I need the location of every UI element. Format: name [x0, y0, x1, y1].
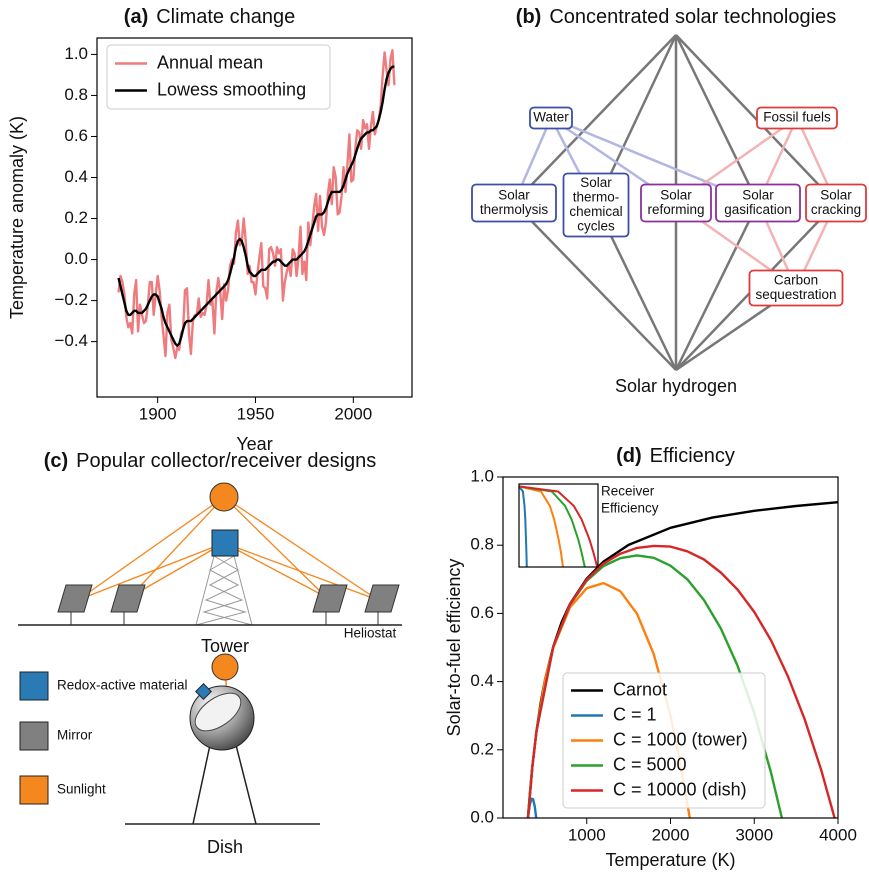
legend-label: Lowess smoothing: [157, 79, 306, 99]
node-label: cracking: [811, 202, 861, 217]
figure: Tower Heliostat Redox-active material Mi…: [0, 0, 869, 874]
legend-swatch: [20, 722, 48, 750]
node-label: sequestration: [755, 287, 836, 302]
heliostat-label: Heliostat: [344, 626, 397, 641]
panel-title: (a) Climate change: [124, 6, 295, 28]
panel-c: Tower Heliostat Redox-active material Mi…: [18, 483, 402, 857]
y-tick-label: 0.6: [470, 603, 494, 622]
y-tick-label: 0.0: [64, 249, 88, 268]
legend-label: C = 10000 (dish): [613, 779, 747, 799]
panel-label: (a): [124, 6, 148, 28]
node-label: Carbon: [774, 272, 818, 287]
tower-label: Tower: [201, 636, 249, 656]
x-tick-label: 1000: [568, 825, 606, 844]
panel-label: (b): [516, 6, 542, 28]
node-label: reforming: [647, 202, 704, 217]
legend-label: C = 1: [613, 704, 657, 724]
y-tick-label: 0.0: [470, 807, 494, 826]
y-axis-label: Solar-to-fuel efficiency: [444, 559, 464, 737]
panel-label: (c): [44, 450, 68, 472]
panel-title-text: Concentrated solar technologies: [549, 6, 836, 28]
y-tick-label: 0.2: [64, 208, 88, 227]
y-tick-label: 0.8: [64, 85, 88, 104]
y-tick-label: 0.4: [470, 671, 494, 690]
x-tick-label: 4000: [819, 825, 857, 844]
legend-swatch: [20, 776, 48, 804]
legend-label: C = 5000: [613, 754, 687, 774]
node-label: Solar: [580, 175, 612, 190]
legend-label: Carnot: [613, 679, 667, 699]
inset-title: Efficiency: [601, 501, 659, 516]
panel-title: (d) Efficiency: [616, 445, 735, 467]
x-tick-label: 2000: [652, 825, 690, 844]
plot-background: [519, 484, 598, 567]
node-label: chemical: [569, 204, 622, 219]
panel-title: (b) Concentrated solar technologies: [516, 6, 836, 28]
sink-label: Solar hydrogen: [615, 376, 737, 396]
panel-label: (d): [616, 445, 642, 467]
node-label: gasification: [724, 202, 792, 217]
panel-title-text: Popular collector/receiver designs: [76, 450, 376, 472]
legend-label: Mirror: [57, 728, 93, 743]
y-tick-label: 1.0: [64, 44, 88, 63]
node-label: Fossil fuels: [763, 110, 831, 125]
node-label: Solar: [742, 187, 774, 202]
edge: [676, 203, 758, 370]
x-axis-label: Temperature (K): [605, 850, 735, 870]
sun: [210, 483, 238, 511]
y-tick-label: 0.2: [470, 739, 494, 758]
x-tick-label: 1900: [139, 404, 177, 423]
receiver: [212, 530, 238, 556]
y-tick-label: 0.6: [64, 126, 88, 145]
panel-title-text: Efficiency: [650, 445, 735, 467]
legend-swatch: [20, 672, 48, 700]
x-tick-label: 3000: [735, 825, 773, 844]
legend-label: Sunlight: [57, 782, 106, 797]
legend-label: Redox-active material: [57, 678, 188, 693]
y-tick-label: −0.4: [54, 331, 88, 350]
dish-label: Dish: [207, 837, 243, 857]
node-label: cycles: [577, 218, 615, 233]
inset-title: Receiver: [601, 484, 655, 499]
legend-label: C = 1000 (tower): [613, 729, 748, 749]
sun: [212, 654, 238, 680]
panel-title-text: Climate change: [156, 6, 295, 28]
x-tick-label: 1950: [237, 404, 275, 423]
legend-label: Annual mean: [157, 52, 263, 72]
y-tick-label: 0.8: [470, 535, 494, 554]
y-axis-label: Temperature anomaly (K): [7, 116, 27, 319]
panel-title: (c) Popular collector/receiver designs: [44, 450, 377, 472]
y-tick-label: 1.0: [470, 466, 494, 485]
node-label: thermo-: [573, 189, 620, 204]
node-label: thermolysis: [480, 202, 549, 217]
dish-stand: [125, 745, 320, 824]
node-label: Water: [533, 110, 569, 125]
y-tick-label: −0.2: [54, 290, 88, 309]
node-label: Solar: [660, 187, 692, 202]
node-label: Solar: [498, 187, 530, 202]
tower-lattice: [196, 556, 252, 625]
edge: [676, 35, 758, 203]
x-tick-label: 2000: [334, 404, 372, 423]
node-label: Solar: [820, 187, 852, 202]
y-tick-label: 0.4: [64, 167, 88, 186]
